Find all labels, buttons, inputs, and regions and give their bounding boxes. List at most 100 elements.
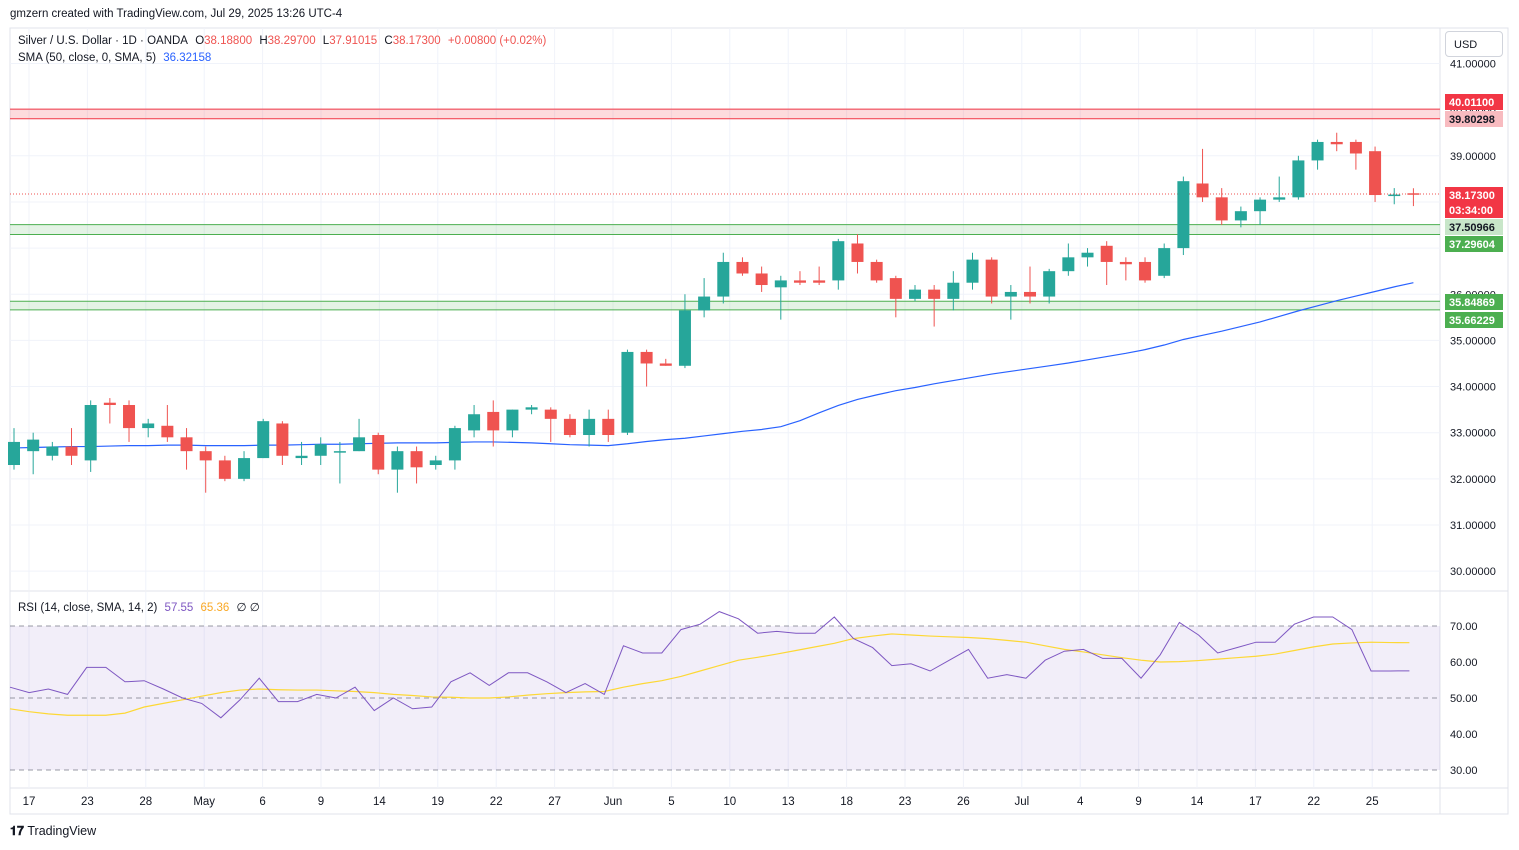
open-label: O — [195, 35, 205, 47]
candle-body — [1292, 160, 1305, 198]
candle-body — [1004, 291, 1017, 297]
candle — [410, 446, 423, 484]
high-value: 38.29700 — [267, 35, 316, 47]
chart-frame — [9, 27, 1509, 815]
support1-top-label-bg — [1445, 219, 1503, 235]
candle-body — [27, 439, 40, 452]
candle — [84, 400, 97, 472]
candle-body — [889, 278, 902, 299]
candle — [774, 275, 787, 320]
candle-body — [908, 289, 921, 299]
candle — [218, 455, 231, 482]
candle — [563, 414, 576, 438]
candle — [1043, 268, 1056, 304]
credit-line: gmzern created with TradingView.com, Jul… — [10, 8, 343, 20]
candle — [544, 407, 557, 442]
date-tick-label: Jun — [604, 796, 623, 808]
rsi-line — [9, 611, 1410, 719]
rsi-axis[interactable]: 70.00 60.00 50.00 40.00 30.00 — [1450, 621, 1478, 777]
sma-label: SMA (50, close, 0, SMA, 5) — [18, 52, 157, 64]
sma-legend[interactable]: SMA (50, close, 0, SMA, 5) 36.32158 — [18, 52, 215, 64]
candle — [1234, 206, 1247, 228]
currency-button[interactable]: USD — [1445, 31, 1503, 57]
symbol-legend[interactable]: Silver / U.S. Dollar · 1D · OANDA O38.18… — [18, 35, 550, 47]
high-label: H — [259, 35, 268, 47]
support1-bottom-label: 37.29604 — [1449, 239, 1496, 251]
candle — [870, 259, 883, 283]
sma-line — [13, 282, 1414, 449]
candle-body — [199, 451, 212, 461]
candle-body — [1100, 245, 1113, 262]
candle-body — [1330, 141, 1343, 145]
date-tick-label: 27 — [548, 796, 561, 808]
candle — [238, 451, 251, 482]
candle-body — [525, 407, 538, 410]
candle — [123, 400, 136, 442]
symbol-title: Silver / U.S. Dollar · 1D · OANDA — [18, 35, 188, 47]
candle-body — [813, 280, 826, 283]
rsi-tick-label: 60.00 — [1450, 657, 1478, 669]
candle — [1196, 148, 1209, 202]
candle-body — [1234, 211, 1247, 221]
candle — [813, 266, 826, 286]
countdown-label: 03:34:00 — [1449, 205, 1493, 217]
candle — [46, 441, 59, 461]
candle — [1100, 241, 1113, 286]
date-tick-label: 17 — [1249, 796, 1262, 808]
candle-body — [698, 296, 711, 311]
candle — [1139, 257, 1152, 283]
date-tick-label: 5 — [668, 796, 674, 808]
rsi-band — [10, 625, 1440, 771]
date-tick-label: 14 — [1191, 796, 1204, 808]
brand-name: TradingView — [27, 824, 97, 838]
candle-body — [410, 451, 423, 468]
date-tick-label: 9 — [1135, 796, 1141, 808]
price-tick-label: 39.00000 — [1450, 151, 1496, 163]
rsi-legend[interactable]: RSI (14, close, SMA, 14, 2) 57.55 65.36 … — [18, 600, 264, 614]
resistance-top-label-bg — [1445, 94, 1503, 110]
time-axis[interactable]: 17 23 28 May 6 9 14 19 22 27 Jun 5 10 13 18 23 26 Jul 4 9 14… — [23, 796, 1379, 808]
candle — [295, 441, 308, 466]
rsi-lines — [9, 611, 1410, 719]
candle — [1119, 257, 1132, 281]
candle — [947, 271, 960, 311]
candle-body — [583, 418, 596, 436]
candle — [928, 285, 941, 327]
candle — [372, 432, 385, 475]
candle — [966, 252, 979, 290]
candle — [8, 428, 20, 470]
candle — [1024, 266, 1037, 304]
candle — [678, 294, 691, 369]
candle-body — [391, 451, 404, 470]
candle-body — [429, 460, 442, 466]
candle — [985, 257, 998, 304]
candle — [1407, 188, 1420, 207]
candle-body — [353, 437, 366, 452]
date-tick-label: 6 — [259, 796, 265, 808]
candle-body — [180, 437, 193, 452]
candle — [851, 234, 864, 274]
date-tick-label: 13 — [782, 796, 795, 808]
candle-body — [372, 435, 385, 470]
candle-body — [1273, 197, 1286, 200]
price-tick-label: 32.00000 — [1450, 474, 1496, 486]
candle-body — [103, 402, 116, 406]
candle-body — [736, 261, 749, 274]
candle — [736, 257, 749, 276]
candle — [832, 238, 845, 290]
candle-body — [563, 418, 576, 436]
date-tick-label: 23 — [899, 796, 912, 808]
date-tick-label: 14 — [373, 796, 386, 808]
candle — [908, 285, 921, 302]
date-tick-label: 28 — [139, 796, 152, 808]
candle — [1254, 197, 1267, 226]
candle — [27, 432, 40, 475]
candle-body — [717, 261, 730, 297]
candle-body — [1196, 183, 1209, 198]
price-tick-label: 35.00000 — [1450, 335, 1496, 347]
candle-body — [1407, 193, 1420, 195]
rsi-tick-label: 50.00 — [1450, 693, 1478, 705]
rsi-tick-label: 40.00 — [1450, 729, 1478, 741]
candle-body — [640, 351, 653, 364]
support1-top-label: 37.50966 — [1449, 222, 1495, 234]
